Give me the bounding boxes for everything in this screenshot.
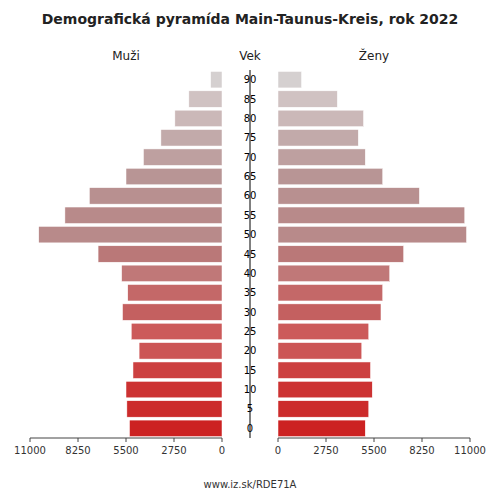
- title: Demografická pyramída Main-Taunus-Kreis,…: [42, 11, 459, 27]
- footer: www.iz.sk/RDE71A: [204, 479, 297, 490]
- bar: [129, 420, 222, 436]
- bars-left: [39, 71, 222, 436]
- bar: [143, 149, 222, 165]
- bar: [131, 323, 222, 339]
- bar: [139, 343, 222, 359]
- tick-mark: [78, 438, 79, 442]
- tick-mark: [374, 438, 375, 442]
- bar: [39, 226, 222, 242]
- bar: [127, 401, 222, 417]
- bar: [278, 401, 369, 417]
- tick-label: 11000: [454, 445, 486, 456]
- bar: [278, 188, 419, 204]
- bar: [278, 362, 371, 378]
- bar: [126, 168, 222, 184]
- tick-label: 2750: [313, 445, 338, 456]
- tick-mark: [422, 438, 423, 442]
- tick-mark: [174, 438, 175, 442]
- chart: Demografická pyramída Main-Taunus-Kreis,…: [0, 0, 500, 500]
- bars-right: [278, 71, 467, 436]
- bar: [98, 246, 222, 262]
- bar: [189, 91, 222, 107]
- bar: [278, 91, 337, 107]
- tick-mark: [126, 438, 127, 442]
- bar: [89, 188, 222, 204]
- bar: [133, 362, 222, 378]
- bar: [278, 381, 372, 397]
- series-header: Muži: [112, 49, 140, 63]
- bar: [128, 285, 222, 301]
- tick-label: 0: [275, 445, 281, 456]
- bar: [126, 381, 222, 397]
- tick-mark: [326, 438, 327, 442]
- tick-label: 2750: [161, 445, 186, 456]
- bar: [278, 71, 302, 87]
- bar: [278, 323, 369, 339]
- bar: [278, 285, 383, 301]
- tick-label: 5500: [361, 445, 386, 456]
- bar: [278, 149, 365, 165]
- bar: [278, 110, 364, 126]
- tick-label: 8250: [65, 445, 90, 456]
- bar: [278, 265, 390, 281]
- bar: [211, 71, 222, 87]
- bar: [278, 246, 404, 262]
- bar: [65, 207, 222, 223]
- bar: [278, 130, 358, 146]
- tick-label: 11000: [14, 445, 46, 456]
- bar: [122, 265, 222, 281]
- axis-label: Vek: [239, 49, 261, 63]
- series-header: Ženy: [359, 48, 389, 63]
- bar: [278, 226, 467, 242]
- bar: [278, 343, 362, 359]
- bar: [278, 304, 381, 320]
- tick-label: 0: [219, 445, 225, 456]
- bar: [123, 304, 222, 320]
- bar: [278, 207, 465, 223]
- bar: [278, 168, 383, 184]
- tick-mark: [30, 438, 31, 442]
- tick-mark: [278, 438, 279, 442]
- bar: [161, 130, 222, 146]
- tick-label: 5500: [113, 445, 138, 456]
- bar: [175, 110, 222, 126]
- tick-mark: [470, 438, 471, 442]
- bar: [278, 420, 365, 436]
- center-line: [250, 70, 251, 438]
- tick-mark: [222, 438, 223, 442]
- tick-label: 8250: [409, 445, 434, 456]
